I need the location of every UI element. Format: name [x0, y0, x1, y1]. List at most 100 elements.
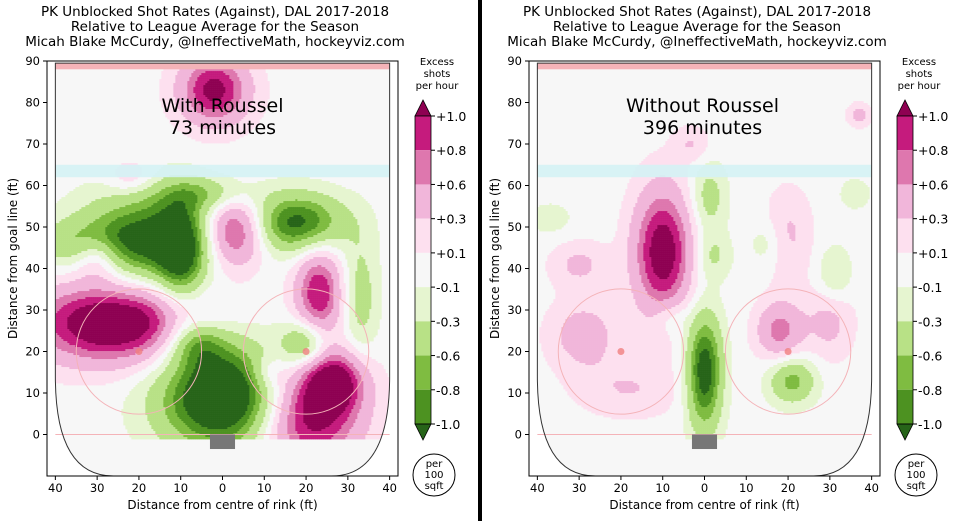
- heatmap-cell: [307, 217, 310, 220]
- heatmap-cell: [263, 185, 266, 188]
- heatmap-cell: [287, 207, 290, 210]
- heatmap-cell: [217, 121, 220, 124]
- heatmap-cell: [173, 209, 176, 212]
- heatmap-cell: [207, 85, 210, 88]
- heatmap-cell: [199, 69, 202, 72]
- heatmap-cell: [297, 205, 300, 208]
- heatmap-cell: [209, 109, 212, 112]
- heatmap-cell: [189, 83, 192, 86]
- heatmap-cell: [281, 217, 284, 220]
- heatmap-cell: [201, 107, 204, 110]
- heatmap-cell: [213, 177, 216, 180]
- heatmap-cell: [167, 109, 170, 112]
- heatmap-cell: [229, 99, 232, 102]
- heatmap-cell: [109, 205, 112, 208]
- heatmap-cell: [267, 93, 270, 96]
- heatmap-cell: [239, 113, 242, 116]
- heatmap-cell: [293, 209, 296, 212]
- heatmap-cell: [199, 131, 202, 134]
- heatmap-cell: [219, 97, 222, 100]
- heatmap-cell: [173, 199, 176, 202]
- heatmap-cell: [205, 187, 208, 190]
- heatmap-cell: [189, 89, 192, 92]
- heatmap-cell: [243, 105, 246, 108]
- heatmap-cell: [315, 211, 318, 214]
- heatmap-cell: [171, 199, 174, 202]
- heatmap-cell: [163, 81, 166, 84]
- heatmap-cell: [165, 197, 168, 200]
- heatmap-cell: [119, 219, 122, 222]
- heatmap-cell: [295, 183, 298, 186]
- heatmap-cell: [261, 115, 264, 118]
- heatmap-cell: [131, 203, 134, 206]
- heatmap-cell: [167, 69, 170, 72]
- heatmap-cell: [131, 215, 134, 218]
- heatmap-cell: [89, 199, 92, 202]
- heatmap-cell: [221, 117, 224, 120]
- heatmap-cell: [213, 133, 216, 136]
- heatmap-cell: [201, 71, 204, 74]
- heatmap-cell: [227, 211, 230, 214]
- heatmap-cell: [227, 131, 230, 134]
- heatmap-cell: [241, 183, 244, 186]
- heatmap-cell: [259, 207, 262, 210]
- heatmap-cell: [213, 201, 216, 204]
- heatmap-cell: [189, 207, 192, 210]
- heatmap-cell: [227, 195, 230, 198]
- heatmap-cell: [99, 187, 102, 190]
- heatmap-cell: [169, 85, 172, 88]
- heatmap-cell: [223, 103, 226, 106]
- heatmap-cell: [253, 191, 256, 194]
- heatmap-cell: [173, 69, 176, 72]
- heatmap-cell: [227, 191, 230, 194]
- heatmap-cell: [133, 203, 136, 206]
- heatmap-cell: [349, 213, 352, 216]
- heatmap-cell: [143, 217, 146, 220]
- heatmap-cell: [225, 213, 228, 216]
- heatmap-cell: [231, 119, 234, 122]
- heatmap-cell: [233, 115, 236, 118]
- heatmap-cell: [249, 183, 252, 186]
- heatmap-cell: [191, 109, 194, 112]
- heatmap-cell: [231, 109, 234, 112]
- heatmap-cell: [187, 107, 190, 110]
- heatmap-cell: [175, 99, 178, 102]
- heatmap-cell: [277, 201, 280, 204]
- heatmap-cell: [75, 193, 78, 196]
- heatmap-cell: [207, 177, 210, 180]
- heatmap-cell: [111, 193, 114, 196]
- heatmap-cell: [241, 81, 244, 84]
- heatmap-cell: [247, 189, 250, 192]
- heatmap-cell: [207, 73, 210, 76]
- heatmap-cell: [187, 207, 190, 210]
- heatmap-cell: [71, 207, 74, 210]
- heatmap-cell: [221, 179, 224, 182]
- heatmap-cell: [193, 177, 196, 180]
- heatmap-cell: [203, 139, 206, 142]
- heatmap-cell: [331, 215, 334, 218]
- heatmap-cell: [325, 183, 328, 186]
- heatmap-cell: [273, 199, 276, 202]
- heatmap-cell: [261, 201, 264, 204]
- heatmap-cell: [213, 203, 216, 206]
- heatmap-cell: [249, 209, 252, 212]
- heatmap-cell: [205, 129, 208, 132]
- heatmap-cell: [167, 213, 170, 216]
- heatmap-cell: [153, 205, 156, 208]
- heatmap-cell: [61, 213, 64, 216]
- heatmap-cell: [333, 199, 336, 202]
- heatmap-cell: [189, 101, 192, 104]
- heatmap-cell: [157, 205, 160, 208]
- heatmap-cell: [137, 205, 140, 208]
- heatmap-cell: [167, 101, 170, 104]
- heatmap-cell: [95, 193, 98, 196]
- heatmap-cell: [225, 185, 228, 188]
- heatmap-cell: [231, 91, 234, 94]
- heatmap-cell: [89, 213, 92, 216]
- heatmap-cell: [243, 117, 246, 120]
- heatmap-cell: [281, 207, 284, 210]
- heatmap-cell: [259, 211, 262, 214]
- heatmap-cell: [203, 75, 206, 78]
- heatmap-cell: [185, 199, 188, 202]
- heatmap-cell: [169, 119, 172, 122]
